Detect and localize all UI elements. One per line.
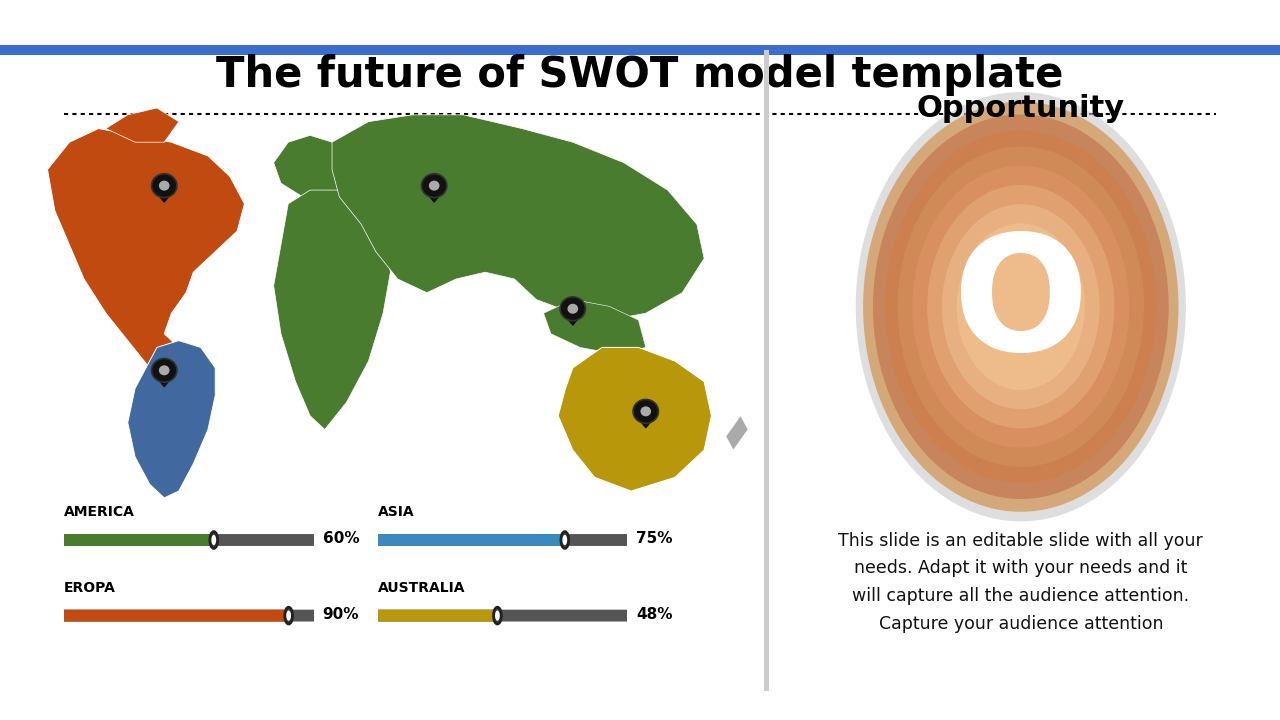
Circle shape	[421, 174, 447, 197]
Circle shape	[927, 185, 1115, 428]
FancyBboxPatch shape	[63, 610, 289, 621]
FancyBboxPatch shape	[376, 610, 499, 621]
Circle shape	[159, 181, 169, 191]
Circle shape	[284, 607, 293, 624]
FancyBboxPatch shape	[376, 534, 566, 546]
Circle shape	[956, 223, 1085, 390]
Polygon shape	[128, 341, 215, 498]
FancyBboxPatch shape	[63, 534, 215, 546]
Circle shape	[495, 611, 499, 621]
Text: ASIA: ASIA	[378, 505, 415, 519]
Polygon shape	[558, 347, 712, 491]
Polygon shape	[274, 135, 361, 204]
Circle shape	[634, 400, 658, 423]
Circle shape	[856, 92, 1185, 521]
Circle shape	[159, 365, 169, 375]
Circle shape	[287, 611, 291, 621]
Circle shape	[151, 174, 177, 197]
Polygon shape	[425, 190, 444, 202]
Text: 75%: 75%	[636, 531, 673, 546]
Text: This slide is an editable slide with all your
needs. Adapt it with your needs an: This slide is an editable slide with all…	[838, 531, 1203, 633]
Text: 60%: 60%	[323, 531, 360, 546]
Circle shape	[494, 607, 502, 624]
Text: The future of SWOT model template: The future of SWOT model template	[216, 54, 1064, 96]
Text: 90%: 90%	[323, 607, 360, 621]
Circle shape	[873, 114, 1169, 499]
Circle shape	[942, 204, 1100, 409]
Polygon shape	[636, 416, 655, 428]
Text: EROPA: EROPA	[64, 580, 116, 595]
Text: AUSTRALIA: AUSTRALIA	[378, 580, 465, 595]
Polygon shape	[274, 190, 390, 429]
Polygon shape	[563, 313, 582, 325]
Polygon shape	[47, 128, 244, 382]
Polygon shape	[106, 108, 179, 143]
Text: AMERICA: AMERICA	[64, 505, 134, 519]
FancyBboxPatch shape	[63, 534, 315, 546]
FancyBboxPatch shape	[63, 610, 315, 621]
Circle shape	[211, 535, 216, 545]
FancyBboxPatch shape	[376, 534, 628, 546]
Text: Opportunity: Opportunity	[916, 94, 1125, 122]
FancyBboxPatch shape	[376, 610, 628, 621]
FancyBboxPatch shape	[764, 50, 769, 691]
Circle shape	[562, 535, 567, 545]
Circle shape	[886, 130, 1156, 483]
FancyBboxPatch shape	[0, 45, 1280, 55]
Circle shape	[640, 406, 652, 416]
Circle shape	[561, 297, 585, 320]
Circle shape	[897, 146, 1144, 467]
Polygon shape	[155, 190, 174, 202]
Circle shape	[561, 531, 568, 549]
Polygon shape	[155, 375, 174, 387]
Circle shape	[567, 304, 579, 314]
Polygon shape	[544, 300, 646, 354]
Circle shape	[863, 102, 1179, 512]
Circle shape	[210, 531, 218, 549]
Polygon shape	[332, 114, 704, 320]
Circle shape	[429, 181, 439, 191]
Text: 48%: 48%	[636, 607, 673, 621]
Circle shape	[913, 166, 1129, 448]
Polygon shape	[726, 415, 748, 450]
Text: O: O	[952, 229, 1089, 384]
Circle shape	[151, 359, 177, 382]
